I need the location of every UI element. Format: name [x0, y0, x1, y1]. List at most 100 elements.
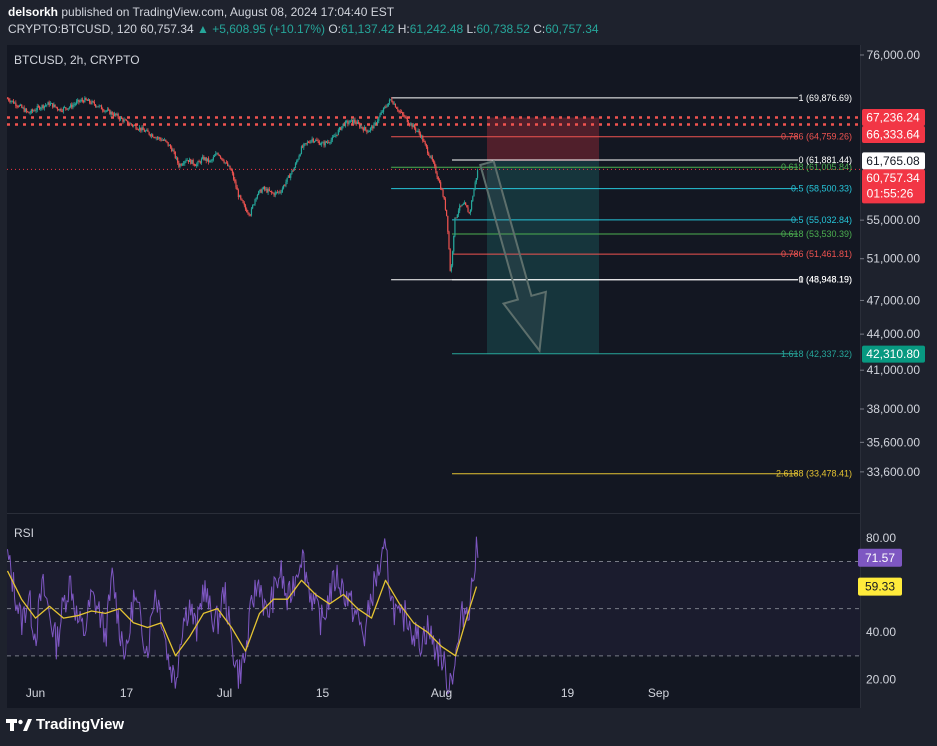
candle-body — [177, 157, 179, 163]
candle-body — [318, 141, 320, 145]
candle-body — [8, 98, 10, 101]
candle-body — [48, 102, 50, 106]
candle-body — [255, 197, 257, 200]
candle-body — [273, 193, 275, 196]
main-pane[interactable] — [7, 45, 860, 513]
candle-body — [81, 99, 84, 101]
candle-body — [272, 192, 274, 194]
candle-body — [131, 124, 134, 126]
candle-body — [144, 130, 147, 132]
time-tick-label: 17 — [120, 686, 134, 700]
candle-body — [385, 106, 387, 108]
candle-body — [411, 123, 413, 128]
candle-body — [266, 188, 268, 193]
candle-body — [103, 110, 105, 112]
candle-body — [304, 143, 306, 145]
candle-body — [204, 157, 206, 160]
candle-body — [128, 124, 130, 125]
candle-body — [400, 112, 402, 113]
candle-body — [24, 109, 26, 112]
candle-body — [78, 99, 80, 102]
candle-body — [156, 137, 159, 139]
candle-body — [35, 110, 37, 111]
rsi-tick-label: 80.00 — [866, 531, 896, 545]
candle-body — [143, 129, 145, 132]
candle-body — [431, 156, 433, 161]
candle-body — [474, 182, 476, 190]
fib-level-label: 1 (69,876.69) — [798, 93, 852, 103]
candle-body — [331, 137, 333, 140]
candle-body — [129, 123, 131, 125]
candle-body — [390, 99, 392, 101]
candle-body — [265, 188, 267, 190]
price-chart[interactable]: 1 (69,876.69) 0.786 (64,759.26) 0.618 (61,… — [0, 40, 937, 710]
candle-body — [262, 186, 264, 190]
candle-body — [74, 103, 76, 105]
candle-body — [104, 110, 106, 112]
candle-body — [175, 157, 178, 159]
candle-body — [118, 117, 120, 120]
time-axis[interactable]: Jun 17 Jul 15 Aug 19 Sep — [26, 686, 670, 700]
candle-body — [401, 112, 404, 115]
candle-body — [442, 189, 444, 197]
candle-body — [11, 100, 13, 102]
candle-body — [378, 117, 380, 121]
candle-body — [412, 124, 414, 128]
candle-body — [187, 160, 189, 162]
candle-body — [359, 123, 361, 128]
candle-body — [61, 111, 63, 112]
price-badge — [862, 109, 925, 127]
candle-body — [422, 135, 424, 142]
candle-body — [269, 190, 272, 192]
candle-body — [29, 112, 31, 114]
candle-body — [105, 110, 107, 112]
candle-body — [315, 140, 317, 142]
candle-body — [303, 144, 305, 148]
open-value: 61,137.42 — [341, 22, 395, 36]
rsi-value-badge-label: 59.33 — [865, 580, 895, 594]
candle-body — [279, 191, 281, 193]
candle-body — [263, 186, 266, 190]
resistance-lines[interactable] — [7, 116, 860, 170]
price-badge — [862, 126, 925, 144]
price-badge — [862, 152, 925, 170]
price-tick-label: 76,000.00 — [867, 48, 921, 62]
candle-body — [388, 99, 391, 104]
candle-body — [252, 205, 254, 209]
last-price: 60,757.34 — [140, 22, 194, 36]
rsi-indicator — [6, 536, 860, 695]
candle-body — [341, 126, 343, 130]
candle-body — [93, 102, 95, 105]
price-tick-label: 38,000.00 — [867, 402, 921, 416]
fib-retracement[interactable]: 1 (69,876.69) 0.786 (64,759.26) 0.618 (61,… — [391, 93, 852, 479]
rsi-value-badge — [858, 548, 902, 567]
price-axis[interactable]: 76,000.00 55,000.00 51,000.00 47,000.00 44,0… — [858, 48, 925, 686]
candle-body — [40, 107, 42, 110]
candle-body — [55, 106, 57, 108]
rsi-value-badge — [858, 577, 902, 596]
candle-body — [338, 127, 341, 130]
price-tick-label: 51,000.00 — [867, 252, 921, 266]
candle-body — [248, 213, 250, 215]
candle-body — [360, 126, 362, 128]
candle-body — [373, 123, 375, 129]
candle-body — [426, 147, 429, 154]
candle-body — [424, 141, 426, 145]
rsi-pane[interactable] — [7, 514, 860, 708]
candle-body — [22, 107, 24, 109]
candle-body — [135, 125, 137, 129]
candle-body — [280, 191, 282, 193]
arrow-drawing[interactable] — [479, 159, 548, 354]
candle-body — [161, 140, 163, 141]
candle-body — [178, 162, 180, 167]
candle-body — [451, 251, 454, 266]
candle-body — [259, 189, 261, 192]
candle-body — [405, 116, 407, 118]
candle-body — [324, 141, 326, 146]
rsi-tick-label: 20.00 — [866, 672, 896, 686]
candle-body — [434, 162, 436, 166]
candle-body — [112, 114, 115, 116]
time-tick-label: 19 — [561, 686, 575, 700]
candle-body — [236, 187, 238, 191]
candle-body — [116, 114, 118, 116]
